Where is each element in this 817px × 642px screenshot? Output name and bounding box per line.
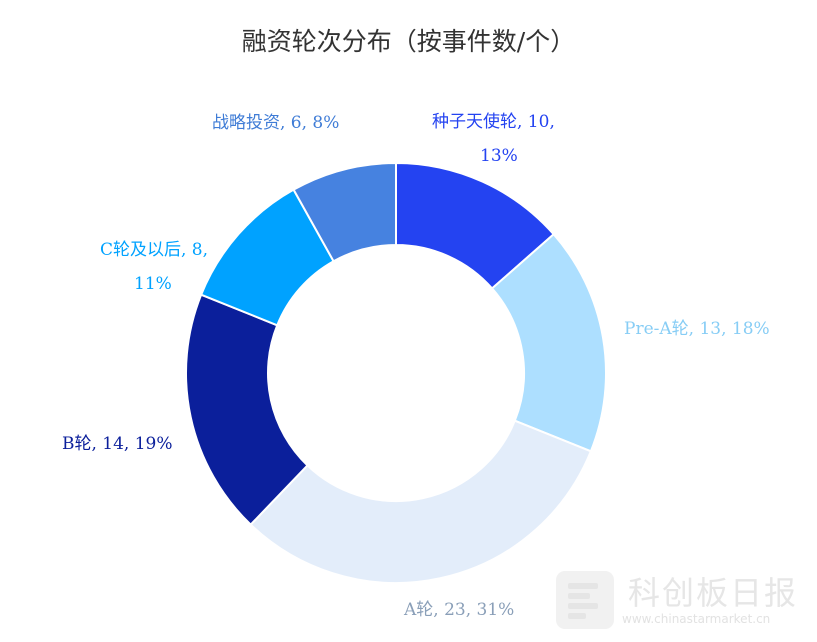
- slice-label-4-line2: 11%: [134, 274, 172, 294]
- slice-5: [292, 161, 397, 263]
- slice-label-0: 种子天使轮, 10,: [432, 111, 555, 132]
- watermark-logo-icon: [556, 571, 614, 629]
- slice-1: [490, 232, 607, 453]
- chart-title: 融资轮次分布（按事件数/个）: [241, 27, 576, 56]
- slice-label-0-line2: 13%: [480, 146, 518, 166]
- donut-slices: [185, 161, 607, 584]
- slice-label-5: 战略投资, 6, 8%: [212, 113, 339, 133]
- watermark-brand: 科创板日报: [628, 574, 799, 612]
- slice-label-2: A轮, 23, 31%: [403, 600, 514, 620]
- slice-2: [249, 419, 593, 584]
- slice-label-3: B轮, 14, 19%: [62, 434, 173, 454]
- watermark-url: www.chinastarmarket.cn: [622, 612, 771, 626]
- slice-label-4: C轮及以后, 8,: [100, 240, 208, 260]
- slice-labels: 种子天使轮, 10, 13% Pre-A轮, 13, 18% A轮, 23, 31% B…: [62, 111, 770, 620]
- slice-label-1: Pre-A轮, 13, 18%: [624, 319, 770, 339]
